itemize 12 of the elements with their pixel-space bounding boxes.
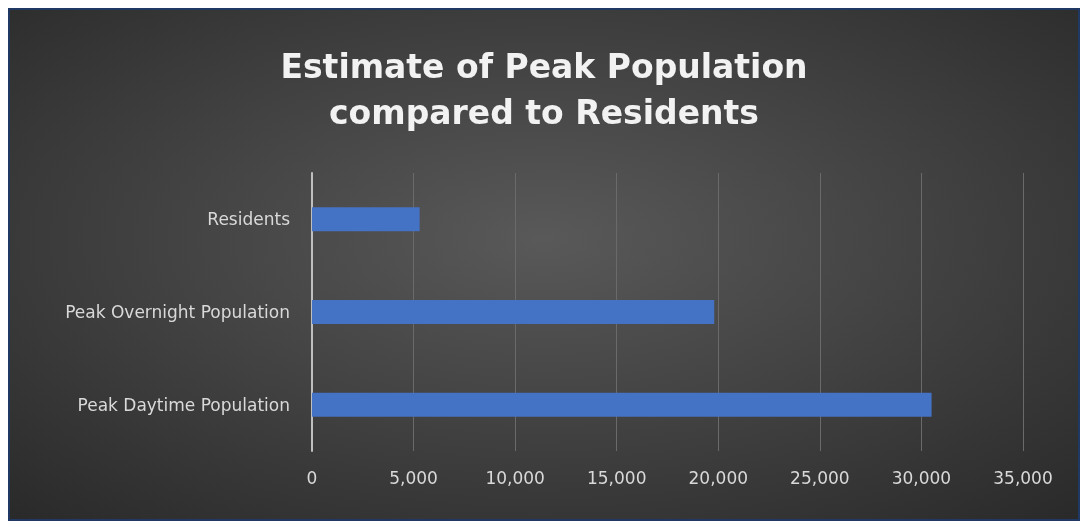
x-tick-label: 20,000 — [688, 467, 749, 488]
x-tick-label: 15,000 — [586, 467, 647, 488]
y-tick-label: Peak Overnight Population — [65, 302, 290, 322]
x-tick-label: 35,000 — [993, 467, 1053, 488]
x-tick-label: 5,000 — [389, 467, 438, 488]
chart-title: Estimate of Peak Population compared to Residents — [280, 46, 808, 132]
x-tick-label: 30,000 — [891, 467, 952, 488]
y-tick-label: Residents — [207, 209, 291, 230]
x-tick-label: 25,000 — [790, 467, 850, 488]
x-tick-label: 10,000 — [485, 467, 545, 488]
y-tick-label: Peak Daytime Population — [77, 394, 290, 415]
x-tick-label: 0 — [306, 467, 318, 488]
